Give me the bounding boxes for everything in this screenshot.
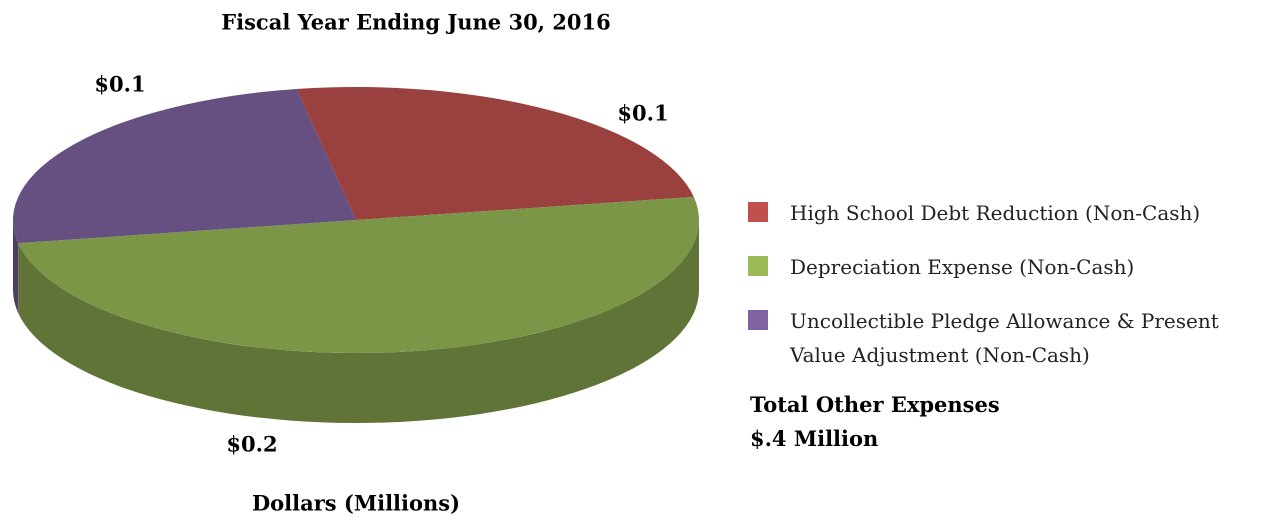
legend-item: High School Debt Reduction (Non-Cash)	[748, 196, 1228, 230]
legend-swatch	[748, 310, 768, 330]
chart-title: Fiscal Year Ending June 30, 2016	[221, 10, 611, 35]
legend-swatch	[748, 202, 768, 222]
pie-slice	[296, 87, 694, 220]
annotation: Total Other Expenses	[750, 392, 1000, 417]
pie-slice	[18, 196, 700, 354]
pie-side	[13, 220, 19, 314]
data-label: $0.1	[94, 72, 145, 97]
pie-slice	[12, 89, 356, 244]
annotation: $.4 Million	[750, 426, 879, 451]
legend-label: Depreciation Expense (Non-Cash)	[790, 255, 1135, 279]
legend-label: Uncollectible Pledge Allowance & Present…	[790, 309, 1219, 367]
legend-item: Depreciation Expense (Non-Cash)	[748, 250, 1228, 284]
legend-label: High School Debt Reduction (Non-Cash)	[790, 201, 1201, 225]
pie-side	[18, 220, 700, 424]
data-label: $0.1	[617, 101, 668, 126]
pie-tops	[12, 87, 700, 354]
data-label: $0.2	[226, 432, 277, 457]
legend: High School Debt Reduction (Non-Cash) Dep…	[748, 196, 1228, 392]
legend-swatch	[748, 256, 768, 276]
annotations: Total Other Expenses $.4 Million	[750, 388, 1000, 456]
x-axis-label: Dollars (Millions)	[252, 491, 460, 516]
legend-item: Uncollectible Pledge Allowance & Present…	[748, 304, 1228, 372]
pie-sides	[13, 220, 700, 424]
